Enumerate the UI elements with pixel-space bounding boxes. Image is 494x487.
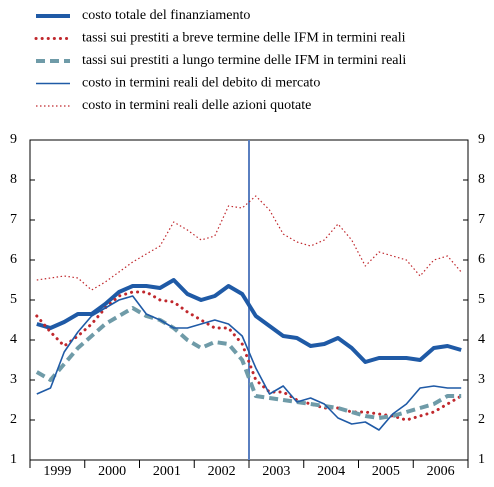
x-tick-label: 2000 [98, 464, 126, 479]
y-tick-label-right: 1 [478, 452, 485, 467]
y-tick-label-right: 4 [478, 332, 485, 347]
x-tick-label: 2001 [153, 464, 181, 479]
legend-label: tassi sui prestiti a lungo termine delle… [82, 53, 406, 68]
y-tick-label-right: 6 [478, 252, 485, 267]
x-tick-label: 2003 [262, 464, 290, 479]
series-line [36, 195, 462, 291]
x-tick-label: 2006 [427, 464, 455, 479]
y-tick-label-right: 5 [478, 292, 485, 307]
y-tick-label-right: 2 [478, 412, 485, 427]
y-tick-label: 8 [10, 172, 17, 187]
legend-label: costo in termini reali del debito di mer… [82, 76, 320, 91]
y-tick-label-right: 9 [478, 132, 485, 147]
legend-label: costo totale del finanziamento [82, 8, 250, 23]
y-tick-label: 7 [10, 212, 17, 227]
series-line [36, 295, 462, 431]
y-tick-label: 4 [10, 332, 17, 347]
legend-label: tassi sui prestiti a breve termine delle… [82, 31, 406, 46]
x-tick-label: 2002 [208, 464, 236, 479]
y-tick-label: 6 [10, 252, 17, 267]
y-tick-label: 9 [10, 132, 17, 147]
x-tick-label: 2005 [372, 464, 400, 479]
y-tick-label-right: 7 [478, 212, 485, 227]
legend-label: costo in termini reali delle azioni quot… [82, 98, 311, 113]
y-tick-label: 3 [10, 372, 17, 387]
y-tick-label: 2 [10, 412, 17, 427]
x-tick-label: 2004 [317, 464, 345, 479]
x-tick-label: 1999 [43, 464, 71, 479]
series-line [36, 278, 462, 364]
y-tick-label: 1 [10, 452, 17, 467]
y-tick-label: 5 [10, 292, 17, 307]
y-tick-label-right: 8 [478, 172, 485, 187]
y-tick-label-right: 3 [478, 372, 485, 387]
